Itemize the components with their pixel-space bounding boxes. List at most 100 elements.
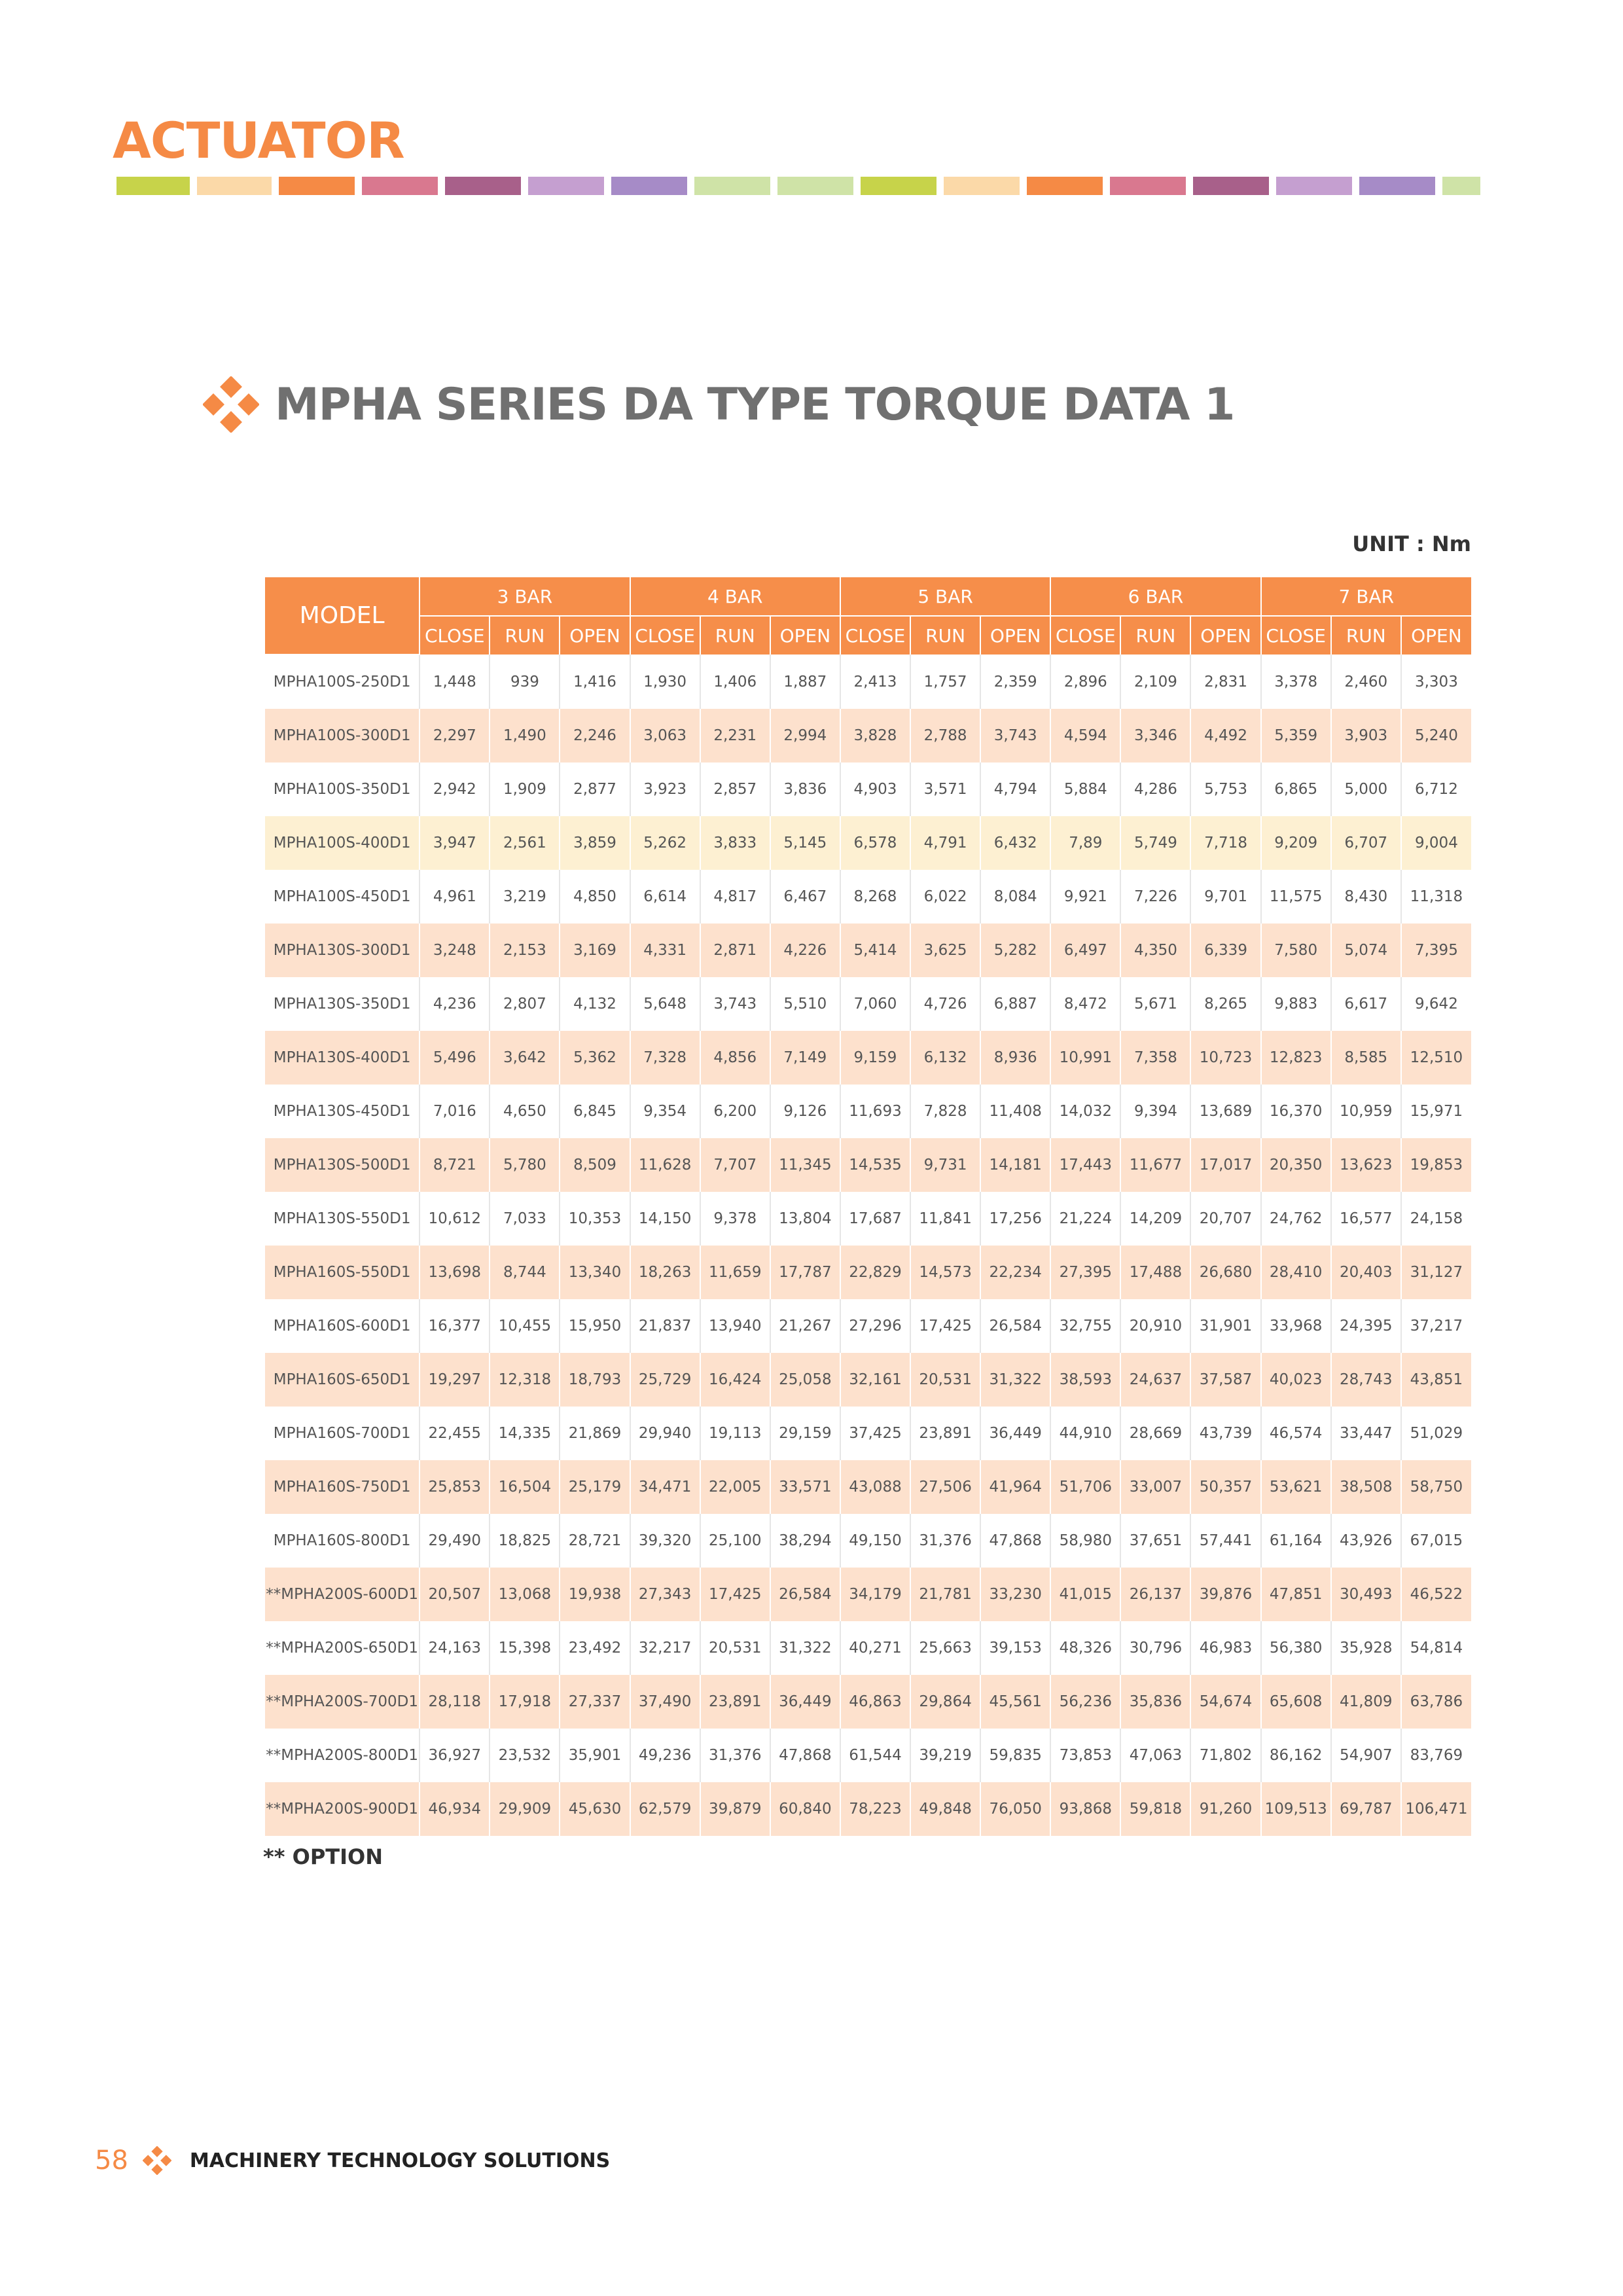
torque-cell: 9,378	[699, 1192, 770, 1246]
torque-cell: 9,209	[1260, 816, 1331, 870]
color-swatch	[1359, 177, 1435, 195]
torque-cell: 36,449	[769, 1675, 840, 1729]
sub-header-close: CLOSE	[629, 616, 700, 655]
torque-cell: 8,744	[489, 1246, 560, 1299]
table-row: MPHA160S-550D1 13,698 8,744 13,340 18,263 11,…	[265, 1246, 1471, 1299]
table-row: **MPHA200S-600D1 20,507 13,068 19,938 27,343…	[265, 1568, 1471, 1621]
torque-cell: 20,507	[419, 1568, 490, 1621]
torque-cell: 78,223	[839, 1782, 911, 1836]
torque-cell: 106,471	[1400, 1782, 1471, 1836]
torque-cell: 46,934	[419, 1782, 490, 1836]
torque-cell: 59,835	[980, 1729, 1051, 1782]
torque-cell: 7,358	[1120, 1031, 1191, 1085]
torque-cell: 26,584	[980, 1299, 1051, 1353]
torque-cell: 25,663	[910, 1621, 981, 1675]
torque-cell: 5,780	[489, 1138, 560, 1192]
torque-cell: 3,923	[629, 762, 700, 816]
sub-header-close: CLOSE	[1260, 616, 1331, 655]
torque-cell: 7,033	[489, 1192, 560, 1246]
torque-cell: 12,318	[489, 1353, 560, 1407]
torque-cell: 13,068	[489, 1568, 560, 1621]
option-note: ** OPTION	[263, 1844, 383, 1869]
torque-cell: 14,181	[980, 1138, 1051, 1192]
torque-cell: 39,879	[699, 1782, 770, 1836]
torque-cell: 43,088	[839, 1460, 911, 1514]
torque-cell: 20,531	[910, 1353, 981, 1407]
torque-cell: 15,971	[1400, 1085, 1471, 1138]
diamond-cluster-icon	[142, 2146, 171, 2175]
torque-cell: 28,118	[419, 1675, 490, 1729]
torque-cell: 37,217	[1400, 1299, 1471, 1353]
torque-cell: 1,416	[559, 655, 630, 709]
table-row: MPHA100S-450D1 4,961 3,219 4,850 6,614 4,817 6…	[265, 870, 1471, 924]
torque-cell: 10,353	[559, 1192, 630, 1246]
torque-cell: 38,294	[769, 1514, 840, 1568]
torque-cell: 5,362	[559, 1031, 630, 1085]
torque-cell: 10,723	[1190, 1031, 1261, 1085]
torque-cell: 47,063	[1120, 1729, 1191, 1782]
torque-cell: 14,209	[1120, 1192, 1191, 1246]
torque-cell: 39,876	[1190, 1568, 1261, 1621]
torque-cell: 25,179	[559, 1460, 630, 1514]
torque-cell: 7,226	[1120, 870, 1191, 924]
torque-cell: 41,015	[1050, 1568, 1121, 1621]
torque-cell: 21,869	[559, 1407, 630, 1460]
torque-cell: 4,650	[489, 1085, 560, 1138]
model-cell: MPHA160S-750D1	[265, 1460, 420, 1514]
torque-cell: 4,236	[419, 977, 490, 1031]
torque-cell: 3,219	[489, 870, 560, 924]
torque-cell: 17,443	[1050, 1138, 1121, 1192]
model-cell: MPHA130S-400D1	[265, 1031, 420, 1085]
color-swatch	[611, 177, 687, 195]
torque-cell: 57,441	[1190, 1514, 1261, 1568]
torque-cell: 7,828	[910, 1085, 981, 1138]
torque-cell: 3,063	[629, 709, 700, 762]
torque-cell: 2,788	[910, 709, 981, 762]
color-swatch	[1276, 177, 1352, 195]
torque-cell: 10,959	[1330, 1085, 1401, 1138]
torque-cell: 4,961	[419, 870, 490, 924]
torque-cell: 40,023	[1260, 1353, 1331, 1407]
torque-cell: 30,796	[1120, 1621, 1191, 1675]
torque-cell: 9,731	[910, 1138, 981, 1192]
torque-cell: 34,471	[629, 1460, 700, 1514]
model-cell: MPHA100S-300D1	[265, 709, 420, 762]
color-swatch	[362, 177, 438, 195]
torque-cell: 32,217	[629, 1621, 700, 1675]
torque-cell: 5,000	[1330, 762, 1401, 816]
torque-cell: 4,791	[910, 816, 981, 870]
torque-cell: 109,513	[1260, 1782, 1331, 1836]
unit-label: UNIT : Nm	[1352, 531, 1471, 556]
torque-cell: 25,058	[769, 1353, 840, 1407]
torque-cell: 45,630	[559, 1782, 630, 1836]
torque-cell: 20,707	[1190, 1192, 1261, 1246]
torque-cell: 8,721	[419, 1138, 490, 1192]
torque-cell: 6,432	[980, 816, 1051, 870]
torque-cell: 63,786	[1400, 1675, 1471, 1729]
torque-cell: 2,153	[489, 924, 560, 977]
torque-cell: 5,884	[1050, 762, 1121, 816]
torque-cell: 62,579	[629, 1782, 700, 1836]
color-swatch	[777, 177, 853, 195]
sub-header-run: RUN	[1120, 616, 1191, 655]
table-row: MPHA130S-400D1 5,496 3,642 5,362 7,328 4,856 7…	[265, 1031, 1471, 1085]
torque-cell: 5,074	[1330, 924, 1401, 977]
torque-cell: 51,706	[1050, 1460, 1121, 1514]
torque-cell: 32,755	[1050, 1299, 1121, 1353]
torque-cell: 13,689	[1190, 1085, 1261, 1138]
torque-cell: 13,940	[699, 1299, 770, 1353]
torque-cell: 33,447	[1330, 1407, 1401, 1460]
torque-cell: 2,896	[1050, 655, 1121, 709]
torque-cell: 41,964	[980, 1460, 1051, 1514]
torque-cell: 3,169	[559, 924, 630, 977]
sub-header-close: CLOSE	[839, 616, 911, 655]
color-swatch	[944, 177, 1020, 195]
torque-cell: 4,794	[980, 762, 1051, 816]
torque-cell: 36,927	[419, 1729, 490, 1782]
torque-cell: 47,868	[980, 1514, 1051, 1568]
torque-cell: 26,137	[1120, 1568, 1191, 1621]
torque-cell: 3,571	[910, 762, 981, 816]
color-swatch	[1442, 177, 1480, 195]
torque-cell: 3,743	[980, 709, 1051, 762]
torque-cell: 11,659	[699, 1246, 770, 1299]
